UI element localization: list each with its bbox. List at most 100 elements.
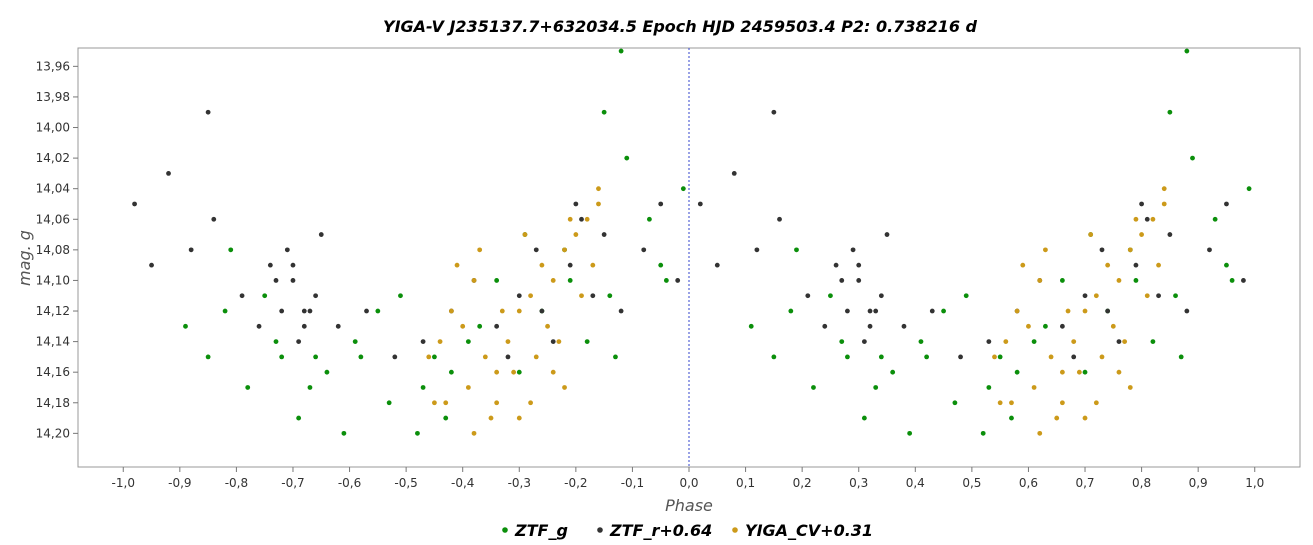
data-point xyxy=(822,323,828,329)
data-point xyxy=(522,232,528,237)
data-point xyxy=(1246,186,1252,192)
x-tick-label: -0,8 xyxy=(225,476,248,490)
x-tick-label: -0,3 xyxy=(508,476,531,490)
data-point xyxy=(398,293,403,299)
x-tick-label: -0,4 xyxy=(451,476,474,490)
data-point xyxy=(1048,354,1054,360)
data-point xyxy=(301,308,307,314)
data-point xyxy=(1082,415,1088,421)
data-point xyxy=(992,354,997,360)
data-point xyxy=(646,216,652,222)
data-point xyxy=(386,400,392,406)
data-point xyxy=(166,170,171,176)
data-point xyxy=(1037,278,1043,283)
data-point xyxy=(149,262,154,268)
x-tick-label: 1,0 xyxy=(1245,476,1264,490)
data-point xyxy=(505,354,511,360)
data-point xyxy=(1161,201,1167,207)
data-point xyxy=(482,354,488,360)
data-point xyxy=(1229,278,1235,283)
data-point xyxy=(516,293,522,299)
data-point xyxy=(1116,339,1122,345)
data-point xyxy=(1088,232,1094,237)
data-point xyxy=(132,201,137,207)
data-point xyxy=(550,339,556,345)
x-tick-label: -1,0 xyxy=(112,476,135,490)
data-point xyxy=(262,293,268,299)
data-point xyxy=(918,339,924,345)
legend-item: ZTF_r+0.64 xyxy=(597,521,712,540)
data-point xyxy=(426,354,432,360)
data-point xyxy=(358,354,364,360)
data-point xyxy=(839,278,845,283)
data-point xyxy=(884,232,890,237)
data-point xyxy=(929,308,935,314)
data-point xyxy=(375,308,381,314)
data-point xyxy=(1144,216,1150,222)
data-point xyxy=(1127,385,1133,390)
data-point xyxy=(845,308,850,314)
data-point xyxy=(471,278,477,283)
data-point xyxy=(454,262,460,268)
data-point xyxy=(680,186,686,192)
data-point xyxy=(1059,278,1065,283)
data-point xyxy=(392,354,398,360)
data-point xyxy=(1014,308,1020,314)
data-point xyxy=(477,247,483,253)
y-tick-label: 14,02 xyxy=(36,151,70,165)
data-point xyxy=(811,385,816,390)
data-point xyxy=(601,109,607,115)
data-point xyxy=(980,430,986,436)
data-point xyxy=(1167,232,1173,237)
data-point xyxy=(188,247,194,253)
data-point xyxy=(1241,278,1246,283)
data-point xyxy=(1031,385,1037,390)
data-point xyxy=(663,278,669,283)
data-point xyxy=(290,262,296,268)
data-point xyxy=(465,385,471,390)
data-point xyxy=(494,369,500,375)
data-point xyxy=(1224,201,1229,207)
legend-item: YIGA_CV+0.31 xyxy=(732,521,873,540)
data-point xyxy=(296,339,302,345)
x-tick-label: -0,5 xyxy=(394,476,417,490)
data-point xyxy=(1105,308,1111,314)
data-point xyxy=(828,293,833,299)
data-point xyxy=(494,278,500,283)
data-point xyxy=(618,308,624,314)
data-point xyxy=(352,339,358,345)
data-point xyxy=(1059,400,1065,406)
x-tick-label: 0,2 xyxy=(793,476,812,490)
data-point xyxy=(596,201,601,207)
x-tick-label: -0,7 xyxy=(281,476,304,490)
data-point xyxy=(697,201,703,207)
data-point xyxy=(1116,369,1122,375)
data-point xyxy=(239,293,245,299)
y-axis-label: mag. g xyxy=(15,230,34,286)
y-tick-label: 14,14 xyxy=(36,335,70,349)
data-point xyxy=(364,308,369,314)
data-point xyxy=(601,232,607,237)
legend-marker xyxy=(502,527,508,533)
data-point xyxy=(290,278,296,283)
data-point xyxy=(1020,262,1026,268)
chart-title: YIGA-V J235137.7+632034.5 Epoch HJD 2459… xyxy=(383,17,978,36)
data-point xyxy=(1071,354,1077,360)
data-point xyxy=(839,339,845,345)
data-point xyxy=(318,232,324,237)
data-point xyxy=(256,323,262,329)
data-point xyxy=(222,308,228,314)
data-point xyxy=(997,354,1003,360)
y-tick-label: 14,16 xyxy=(36,365,70,379)
x-tick-label: 0,6 xyxy=(1019,476,1038,490)
data-point xyxy=(1122,339,1128,345)
data-point xyxy=(1144,293,1150,299)
data-point xyxy=(443,400,449,406)
y-tick-label: 14,08 xyxy=(36,243,70,257)
data-point xyxy=(1076,369,1082,375)
data-point xyxy=(907,430,913,436)
data-point xyxy=(1043,323,1048,329)
data-point xyxy=(958,354,963,360)
data-point xyxy=(1133,278,1139,283)
